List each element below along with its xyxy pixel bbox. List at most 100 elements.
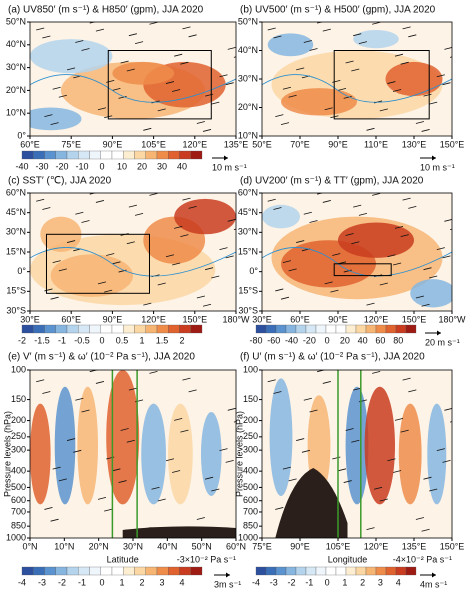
wind-vector <box>387 458 396 462</box>
colorbar-label: -20 <box>303 335 316 345</box>
wind-vector <box>95 381 105 384</box>
wind-vector <box>442 82 451 86</box>
wind-vector <box>280 296 290 300</box>
colorbar-cell <box>355 566 367 576</box>
y-tick-label: 20°N <box>6 85 26 95</box>
wind-vector <box>282 466 291 470</box>
y-tick-label: 60°N <box>6 187 26 197</box>
wind-vector <box>379 498 388 502</box>
wind-vector <box>400 61 409 65</box>
coastline <box>262 74 452 103</box>
shaded-field <box>77 386 98 505</box>
colorbar-cell <box>111 566 124 576</box>
y-tick-label: 200 <box>243 415 258 425</box>
colorbar-cell <box>315 324 327 334</box>
x-tick-label: 75°E <box>61 139 81 149</box>
colorbar-label: -2 <box>58 577 66 587</box>
colorbar-label: -60 <box>267 335 280 345</box>
wind-vector <box>233 228 236 230</box>
plot-area <box>262 193 452 311</box>
wind-vector <box>81 48 90 51</box>
shaded-field <box>30 403 51 505</box>
wind-vector <box>227 218 236 222</box>
wind-vector <box>202 303 212 307</box>
wind-vector <box>402 377 411 381</box>
colorbar-label: -1 <box>78 577 86 587</box>
wind-vector <box>421 303 430 307</box>
y-tick-label: 250 <box>243 431 258 441</box>
wind-vector <box>196 295 205 299</box>
wind-vector <box>288 94 297 98</box>
wind-vector <box>36 379 45 383</box>
y-tick-label: 30°N <box>6 62 26 72</box>
wind-vector <box>44 288 53 292</box>
vector-reference: 3m s⁻¹ <box>214 579 241 589</box>
plot-area <box>262 370 452 538</box>
wind-vector <box>50 518 59 522</box>
wind-vector <box>343 480 352 483</box>
wind-vector <box>182 197 191 201</box>
shaded-field <box>106 370 140 505</box>
wind-vector <box>393 262 402 266</box>
wind-vector <box>182 377 191 381</box>
wind-vector <box>423 476 432 480</box>
colorbar-label: -4 <box>18 577 26 587</box>
colorbar-label: 20 <box>137 161 147 171</box>
wind-vector <box>149 22 158 25</box>
wind-vector <box>58 94 67 98</box>
colorbar-cell <box>190 324 203 334</box>
wind-vector <box>112 261 121 265</box>
colorbar-cell <box>275 566 287 576</box>
colorbar-cell <box>405 566 417 576</box>
colorbar-cell <box>156 324 169 334</box>
vector-reference: 4m s⁻¹ <box>420 579 447 589</box>
wind-vector <box>112 468 121 472</box>
shaded-field <box>200 412 222 496</box>
x-tick-label: 120°E <box>364 314 389 324</box>
wind-vector <box>402 197 411 201</box>
colorbar-cell <box>100 324 113 334</box>
y-tick-label: 100 <box>243 364 258 374</box>
wind-vector <box>353 33 362 37</box>
wind-vector <box>149 370 158 374</box>
colorbar-cell <box>44 324 56 334</box>
shaded-field <box>410 279 452 308</box>
colorbar-cell <box>123 150 135 160</box>
wind-vector <box>351 68 360 72</box>
colorbar-cell <box>145 150 158 160</box>
wind-vector <box>58 478 67 482</box>
wind-vector <box>408 389 417 393</box>
panel-title: (e) V′ (m s⁻¹) & ω′ (10⁻² Pa s⁻¹), JJA 2… <box>8 352 195 363</box>
wind-vector <box>73 449 82 453</box>
colorbar-cell <box>156 566 169 576</box>
x-tick-label: 30°E <box>252 314 272 324</box>
x-tick-label: 135°E <box>224 139 249 149</box>
colorbar-label: -3 <box>270 577 278 587</box>
wind-vector <box>394 53 404 57</box>
y-tick-label: 0° <box>17 130 26 140</box>
colorbar-cell <box>111 150 124 160</box>
colorbar-cell <box>325 324 337 334</box>
wind-vector <box>345 428 354 431</box>
colorbar-cell <box>405 324 417 334</box>
wind-vector <box>157 282 166 286</box>
colorbar-cell <box>168 150 180 160</box>
colorbar-label: 40 <box>358 335 368 345</box>
x-axis-label: Longitude <box>328 554 368 564</box>
colorbar-cell <box>295 324 307 334</box>
plot-area <box>30 370 236 538</box>
x-tick-label: 90°E <box>328 139 348 149</box>
y-tick-label: 15°N <box>6 246 26 256</box>
colorbar-label: 30 <box>157 161 167 171</box>
x-tick-label: 10°N <box>54 541 74 551</box>
colorbar-label: -1.5 <box>34 335 50 345</box>
x-tick-label: 40°N <box>157 541 177 551</box>
region-box <box>333 263 392 277</box>
wind-vector <box>353 204 362 208</box>
colorbar-label: 4 <box>396 577 401 587</box>
wind-vector <box>337 468 347 472</box>
wind-vector <box>330 289 339 293</box>
wind-vector <box>372 22 381 25</box>
y-axis-label: Pressure levels (hPa) <box>2 411 12 497</box>
colorbar-cell <box>100 566 113 576</box>
